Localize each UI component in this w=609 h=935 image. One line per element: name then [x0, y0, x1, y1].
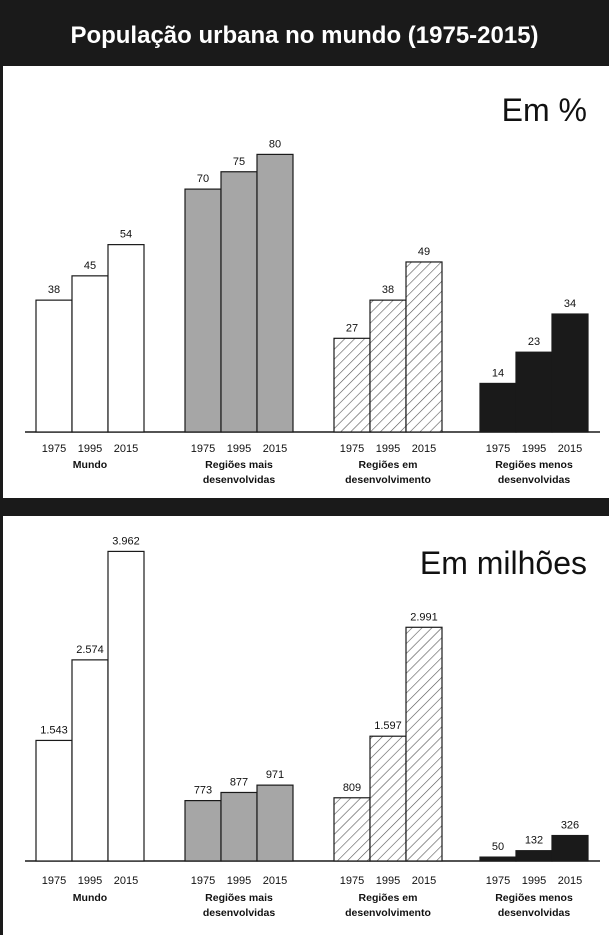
bar-value-label: 80 — [269, 138, 281, 150]
x-tick-label: 2015 — [263, 875, 287, 887]
bar-value-label: 132 — [525, 835, 543, 847]
x-tick-label: 1975 — [486, 875, 510, 887]
bar-value-label: 27 — [346, 322, 358, 334]
x-tick-label: 1975 — [191, 875, 215, 887]
bar-value-label: 14 — [492, 367, 504, 379]
x-tick-label: 1995 — [522, 875, 546, 887]
x-tick-label: 1995 — [78, 875, 102, 887]
bar-value-label: 50 — [492, 841, 504, 853]
group-label: Regiões menos — [495, 892, 573, 904]
bar — [333, 797, 371, 862]
x-tick-label: 1975 — [42, 443, 66, 455]
bar — [107, 244, 145, 433]
bar-value-label: 23 — [528, 336, 540, 348]
bar-value-label: 809 — [343, 782, 361, 794]
bar-value-label: 75 — [233, 156, 245, 168]
x-tick-label: 2015 — [412, 443, 436, 455]
bar-value-label: 38 — [382, 284, 394, 296]
bar — [71, 275, 109, 433]
panel-millions-title: Em milhões — [419, 545, 587, 581]
bar — [333, 337, 371, 433]
group-label: Mundo — [73, 459, 107, 471]
group-label: desenvolvidas — [498, 474, 571, 486]
x-tick-label: 2015 — [263, 443, 287, 455]
bar-value-label: 45 — [84, 260, 96, 272]
x-tick-label: 2015 — [412, 875, 436, 887]
x-tick-label: 1995 — [376, 875, 400, 887]
x-tick-label: 1975 — [340, 443, 364, 455]
bar-value-label: 38 — [48, 284, 60, 296]
bar-value-label: 326 — [561, 820, 579, 832]
panel-percent: 38 1975 45 1995 54 2015 Mundo 70 1975 75 1995 80 201… — [25, 138, 600, 486]
bar-value-label: 773 — [194, 785, 212, 797]
group-label: Regiões mais — [205, 892, 273, 904]
bar — [369, 735, 407, 862]
group-label: desenvolvimento — [345, 907, 431, 919]
bar-value-label: 54 — [120, 229, 132, 241]
panel-millions: 1.543 1975 2.574 1995 3.962 2015 Mundo 773 1975 8… — [25, 535, 600, 919]
chart-title: População urbana no mundo (1975-2015) — [70, 22, 539, 49]
frame-left-border — [0, 0, 3, 935]
bar-value-label: 2.991 — [410, 611, 438, 623]
panel-divider — [0, 498, 609, 516]
bar — [369, 299, 407, 433]
bar — [479, 856, 517, 862]
bar — [256, 784, 294, 862]
bar — [256, 153, 294, 433]
x-tick-label: 1995 — [522, 443, 546, 455]
bar — [35, 299, 73, 433]
bar — [515, 850, 553, 862]
bar — [35, 739, 73, 862]
x-tick-label: 1995 — [78, 443, 102, 455]
x-tick-label: 1995 — [376, 443, 400, 455]
group-label: Mundo — [73, 892, 107, 904]
bar — [220, 171, 258, 433]
bar — [405, 626, 443, 862]
x-tick-label: 1995 — [227, 875, 251, 887]
group-label: desenvolvidas — [498, 907, 571, 919]
bar — [184, 799, 222, 862]
x-tick-label: 2015 — [558, 875, 582, 887]
bar-value-label: 1.543 — [40, 724, 68, 736]
title-bar: População urbana no mundo (1975-2015) — [0, 0, 609, 66]
bar-value-label: 70 — [197, 173, 209, 185]
bar — [184, 188, 222, 433]
bar — [71, 659, 109, 862]
bar-value-label: 3.962 — [112, 535, 140, 547]
x-tick-label: 1975 — [42, 875, 66, 887]
group-label: desenvolvidas — [203, 907, 276, 919]
group-label: desenvolvimento — [345, 474, 431, 486]
bar-value-label: 2.574 — [76, 644, 104, 656]
bar — [405, 261, 443, 433]
panel-percent-title: Em % — [501, 92, 587, 128]
group-label: Regiões em — [359, 459, 418, 471]
x-tick-label: 2015 — [114, 443, 138, 455]
x-tick-label: 2015 — [558, 443, 582, 455]
bar-value-label: 34 — [564, 298, 576, 310]
bar-value-label: 971 — [266, 769, 284, 781]
group-label: desenvolvidas — [203, 474, 276, 486]
x-tick-label: 2015 — [114, 875, 138, 887]
bar — [551, 313, 589, 433]
bar — [107, 550, 145, 862]
group-label: Regiões mais — [205, 459, 273, 471]
bar-value-label: 1.597 — [374, 720, 402, 732]
group-label: Regiões em — [359, 892, 418, 904]
bar — [515, 351, 553, 433]
bar-value-label: 877 — [230, 776, 248, 788]
bar — [479, 382, 517, 433]
bar — [551, 834, 589, 862]
x-tick-label: 1995 — [227, 443, 251, 455]
bar-value-label: 49 — [418, 246, 430, 258]
bar — [220, 791, 258, 862]
x-tick-label: 1975 — [340, 875, 364, 887]
x-tick-label: 1975 — [486, 443, 510, 455]
x-tick-label: 1975 — [191, 443, 215, 455]
group-label: Regiões menos — [495, 459, 573, 471]
